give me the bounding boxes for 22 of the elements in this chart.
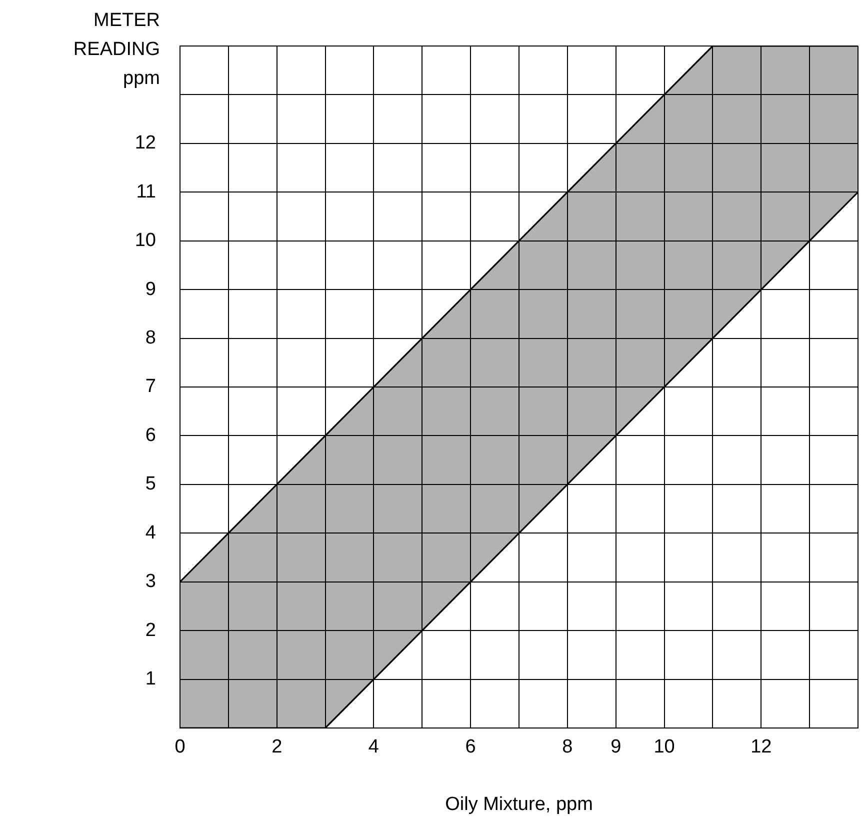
- y-tick-label: 11: [136, 181, 156, 202]
- x-tick-label: 4: [368, 736, 380, 758]
- x-tick-label: 0: [174, 736, 186, 758]
- y-tick-label: 3: [145, 571, 156, 592]
- y-tick-label: 5: [145, 474, 156, 495]
- x-tick-label: 6: [465, 736, 476, 758]
- y-tick-label: 1: [145, 668, 156, 690]
- y-tick-label: 10: [134, 230, 156, 252]
- x-tick-label: 9: [610, 736, 622, 758]
- y-tick-label: 8: [145, 328, 156, 349]
- y-tick-label: 9: [145, 278, 156, 300]
- x-tick-label: 12: [750, 736, 772, 758]
- x-tick-label: 10: [654, 736, 675, 758]
- y-tick-label: 12: [134, 132, 156, 154]
- x-axis-title: Oily Mixture, ppm: [445, 794, 593, 815]
- y-tick-label: 6: [145, 424, 156, 446]
- x-tick-label: 8: [562, 736, 573, 758]
- y-tick-label: 2: [145, 620, 156, 641]
- y-tick-label: 7: [145, 376, 156, 398]
- y-axis-title: METER READING ppm: [72, 9, 160, 91]
- x-tick-label: 2: [272, 736, 282, 758]
- y-tick-label: 4: [145, 522, 156, 544]
